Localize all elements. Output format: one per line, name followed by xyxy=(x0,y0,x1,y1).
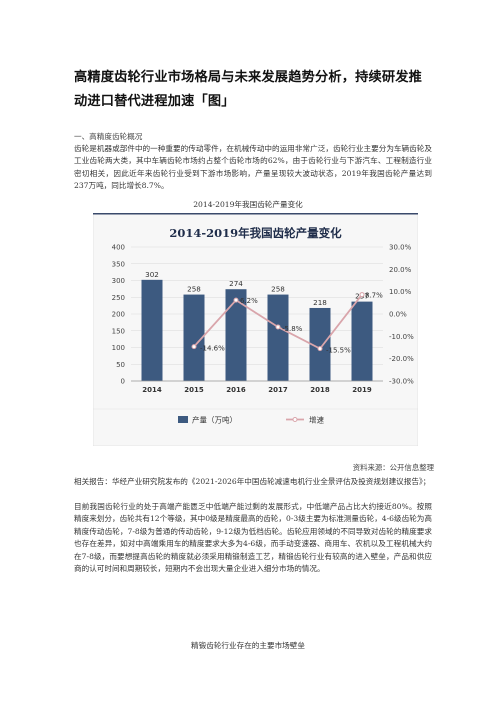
left-axis-tick-label: 400 xyxy=(112,244,125,252)
chart-left-axis: 0 50 100 150 200 250 300 350 400 xyxy=(112,244,125,386)
paragraph-intro: 齿轮是机器或部件中的一种重要的传动零件，在机械传动中的运用非常广泛，齿轮行业主要… xyxy=(74,144,432,191)
article-title: 高精度齿轮行业市场格局与未来发展趋势分析，持续研发推 动进口替代进程加速「图」 xyxy=(74,66,434,114)
left-axis-tick-label: 350 xyxy=(112,260,125,268)
figure-caption-1: 2014-2019年我国齿轮产量变化 xyxy=(193,200,303,209)
growth-value-label: -14.6% xyxy=(200,345,225,353)
source-note: 资料来源：公开信息整理 xyxy=(352,463,434,472)
growth-point xyxy=(317,346,323,352)
growth-value-label: -5.8% xyxy=(282,325,303,333)
x-axis-tick-label: 2015 xyxy=(184,386,204,394)
left-axis-tick-label: 100 xyxy=(112,344,125,352)
bar-value-label: 258 xyxy=(271,285,285,294)
bar xyxy=(351,301,373,381)
title-line-2: 动进口替代进程加速「图」 xyxy=(74,94,235,109)
growth-value-label: 8.7% xyxy=(365,292,383,300)
left-axis-tick-label: 50 xyxy=(116,361,125,369)
figure-caption-2: 精锻齿轮行业存在的主要市场壁垒 xyxy=(191,641,305,650)
bar xyxy=(267,294,289,381)
right-axis-tick-label: -20.0% xyxy=(389,355,414,363)
legend-bar-label: 产量（万吨） xyxy=(192,415,237,425)
bar xyxy=(225,289,247,381)
chart-right-axis: -30.0% -20.0% -10.0% 0.0% 10.0% 20.0% 30.0% xyxy=(389,244,414,386)
growth-point xyxy=(275,324,281,330)
right-axis-tick-label: 30.0% xyxy=(389,244,412,252)
growth-point xyxy=(191,344,197,350)
chart-legend: 产量（万吨） 增速 xyxy=(93,408,418,425)
x-axis-tick-label: 2017 xyxy=(268,386,288,394)
bar-value-label: 258 xyxy=(187,285,201,294)
section-heading: 一、高精度齿轮概况 xyxy=(74,132,143,141)
left-axis-tick-label: 250 xyxy=(112,294,125,302)
gear-output-chart: 2014-2019年我国齿轮产量变化 302258274258218237 -1… xyxy=(93,213,418,446)
growth-value-label: 6.2% xyxy=(240,297,258,305)
right-axis-tick-label: 20.0% xyxy=(389,266,412,274)
bar-value-label: 274 xyxy=(229,279,243,288)
legend-line-label: 增速 xyxy=(309,415,324,425)
paragraph-related-report: 相关报告：华经产业研究院发布的《2021-2026年中国齿轮减速电机行业全景评估… xyxy=(74,477,431,486)
right-axis-tick-label: -10.0% xyxy=(389,333,414,341)
legend-line-marker xyxy=(292,417,298,422)
x-axis-tick-label: 2014 xyxy=(142,386,162,394)
left-axis-tick-label: 200 xyxy=(112,311,125,319)
left-axis-tick-label: 300 xyxy=(112,277,125,285)
left-axis-tick-label: 150 xyxy=(112,327,125,335)
chart-bars xyxy=(141,279,373,381)
x-axis-tick-label: 2016 xyxy=(226,386,246,394)
paragraph-precision: 目前我国齿轮行业的处于高端产能匮乏中低端产能过剩的发展形式，中低端产品占比大约接… xyxy=(74,502,432,574)
x-axis-tick-label: 2019 xyxy=(352,386,372,394)
growth-point xyxy=(359,292,365,298)
bar-value-label: 218 xyxy=(313,298,327,307)
right-axis-tick-label: -30.0% xyxy=(389,378,414,386)
right-axis-tick-label: 0.0% xyxy=(389,311,407,319)
bar xyxy=(183,294,205,381)
chart-growth-line: -14.6% 6.2% -5.8% -15.5% 8.7% xyxy=(191,292,383,355)
bar xyxy=(141,279,163,381)
right-axis-tick-label: 10.0% xyxy=(389,288,412,296)
bar-value-label: 302 xyxy=(145,270,159,279)
x-axis-tick-label: 2018 xyxy=(310,386,330,394)
chart-title: 2014-2019年我国齿轮产量变化 xyxy=(169,226,342,240)
chart-x-axis: 2014 2015 2016 2017 2018 2019 xyxy=(131,380,383,394)
bar xyxy=(309,307,331,381)
growth-point xyxy=(233,297,239,303)
legend-bar-swatch xyxy=(178,416,188,423)
title-line-1: 高精度齿轮行业市场格局与未来发展趋势分析，持续研发推 xyxy=(74,70,423,85)
left-axis-tick-label: 0 xyxy=(121,378,125,386)
growth-value-label: -15.5% xyxy=(326,347,351,355)
